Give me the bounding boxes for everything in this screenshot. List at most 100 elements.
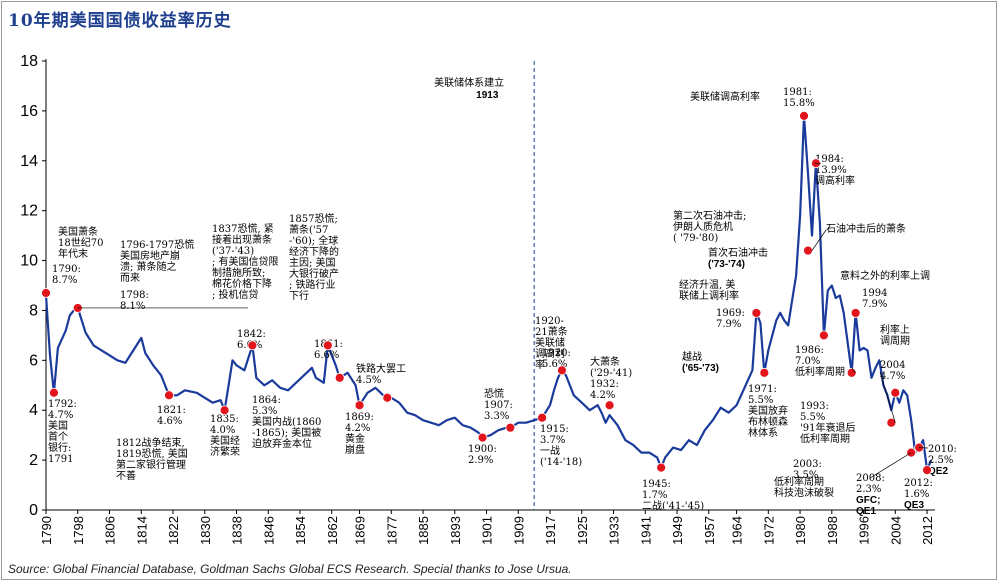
annotation-label: 3.3% — [484, 411, 509, 422]
x-tick-label: 1862 — [325, 516, 340, 545]
x-tick-label: 1846 — [261, 516, 276, 545]
text-note: 棉花价格下降 — [212, 277, 272, 290]
annotation-label: 1900: — [468, 444, 497, 455]
annotation-label: 1945: — [642, 479, 671, 490]
annotation-label: 一战 — [540, 445, 560, 457]
annotation-label: 4.7% — [880, 371, 905, 382]
yield-series-line — [44, 114, 933, 472]
text-note: 而来 — [120, 272, 140, 284]
annotation-label: 林体系 — [748, 426, 778, 439]
annotation-label: 崩盘 — [345, 443, 365, 456]
annotation-label: QE1 — [856, 506, 876, 517]
annotation-label: 4.0% — [210, 425, 235, 436]
x-tick-label: 1925 — [575, 516, 590, 545]
annotation-label: 1981: — [783, 87, 812, 98]
y-tick-label: 18 — [20, 53, 38, 70]
text-note: 率 — [535, 358, 545, 371]
y-tick-label: 8 — [29, 302, 38, 319]
text-note: 1837恐慌, 紧 — [212, 223, 274, 235]
annotation-label: 1932: — [590, 379, 619, 390]
annotation-label: GFC; — [856, 495, 880, 506]
annotation-label: 15.8% — [783, 98, 815, 109]
annotation-leader — [879, 371, 896, 423]
annotation-label: 调高利率 — [815, 174, 855, 187]
x-tick-label: 1885 — [416, 516, 431, 545]
annotation-label: 首个 — [48, 430, 68, 443]
annotation-label: 布林顿森 — [748, 415, 788, 428]
annotation-marker — [49, 387, 59, 398]
text-note: 制措施所致; — [212, 266, 265, 279]
annotation-label: 石油冲击后的萧条 — [826, 222, 906, 235]
y-tick-label: 0 — [29, 502, 38, 519]
annotation-label: 8.1% — [120, 301, 145, 312]
annotation-marker — [604, 400, 615, 411]
text-note: 联储上调利率 — [679, 289, 739, 302]
annotation-label: 二战('41-'45) — [642, 500, 704, 512]
x-tick-label: 1814 — [134, 516, 149, 545]
annotation-label: 1792: — [48, 399, 77, 410]
annotation-label: 3.7% — [540, 435, 565, 446]
annotation-label: 2.5% — [928, 455, 953, 466]
text-note: 越战 — [682, 350, 702, 363]
y-tick-label: 12 — [20, 203, 38, 220]
annotation-label: 1842: — [237, 329, 266, 340]
annotation-label: 黄金 — [345, 432, 365, 445]
annotation-label: 4.5% — [356, 375, 381, 386]
annotation-label: 13.9% — [815, 165, 847, 176]
x-tick-label: 1798 — [71, 516, 86, 545]
text-note: 伊朗人质危机 — [673, 220, 733, 233]
text-note: -'60); 全球 — [289, 234, 338, 247]
annotation-marker — [751, 308, 762, 318]
annotation-label: 2.3% — [856, 484, 881, 495]
y-tick-label: 14 — [20, 153, 38, 170]
annotation-label: 4.2% — [590, 390, 615, 401]
text-note: ('65-'73) — [682, 363, 719, 374]
text-note: 科技泡沫破裂 — [774, 486, 834, 499]
annotation-label: 5.5% — [800, 412, 825, 423]
text-note: 1857恐慌; — [289, 213, 338, 225]
annotation-label: 5.6% — [542, 359, 567, 370]
x-tick-label: 1830 — [198, 516, 213, 545]
x-tick-label: 1996 — [857, 516, 872, 545]
text-note: ('73-'74) — [708, 259, 745, 270]
x-tick-label: 1790 — [39, 516, 54, 545]
annotation-marker — [656, 462, 667, 473]
annotation-leader — [851, 367, 856, 374]
y-tick-label: 16 — [20, 103, 38, 120]
annotation-label: 1798: — [120, 290, 149, 301]
x-tick-label: 2004 — [888, 516, 903, 545]
annotation-label: '91年衰退后 — [800, 421, 855, 434]
annotation-label: 1969: — [716, 308, 745, 319]
text-note: 1819恐慌, 美国 — [116, 447, 188, 460]
annotation-label: 4.2% — [345, 423, 370, 434]
text-note: ( '79-'80) — [673, 233, 718, 244]
text-note: 接着出现萧条 — [212, 233, 272, 246]
annotation-label: 2004 — [880, 360, 905, 371]
annotation-marker — [557, 365, 567, 376]
x-tick-label: 1838 — [230, 516, 245, 545]
text-note: 下行 — [289, 289, 309, 302]
annotation-label: 1790: — [52, 264, 81, 275]
annotation-label: 迫放弃金本位 — [252, 437, 312, 450]
text-note: 美国萧条 — [58, 225, 98, 238]
annotation-marker — [850, 308, 861, 318]
text-note: 低利率周期 — [774, 475, 824, 488]
annotation-marker — [846, 367, 857, 378]
fed-founded-year: 1913 — [476, 90, 499, 101]
text-note: 经济下降的 — [289, 245, 339, 258]
annotation-label: 1984: — [815, 154, 844, 165]
y-tick-label: 2 — [29, 452, 38, 469]
text-note: 21萧条 — [535, 325, 568, 338]
annotation-label: 1994 — [862, 288, 887, 299]
x-tick-label: 2012 — [920, 516, 935, 545]
text-note: 1812战争结束, — [116, 436, 185, 449]
annotation-leader — [869, 452, 912, 479]
annotation-label: ('29-'41) — [590, 368, 632, 379]
annotation-label: 3.5% — [793, 470, 818, 481]
text-note: 1920- — [535, 316, 564, 327]
annotation-marker — [334, 372, 345, 383]
annotation-label: QE3 — [904, 500, 924, 511]
annotation-label: 美国放弃 — [748, 404, 788, 417]
annotation-marker — [505, 422, 516, 433]
